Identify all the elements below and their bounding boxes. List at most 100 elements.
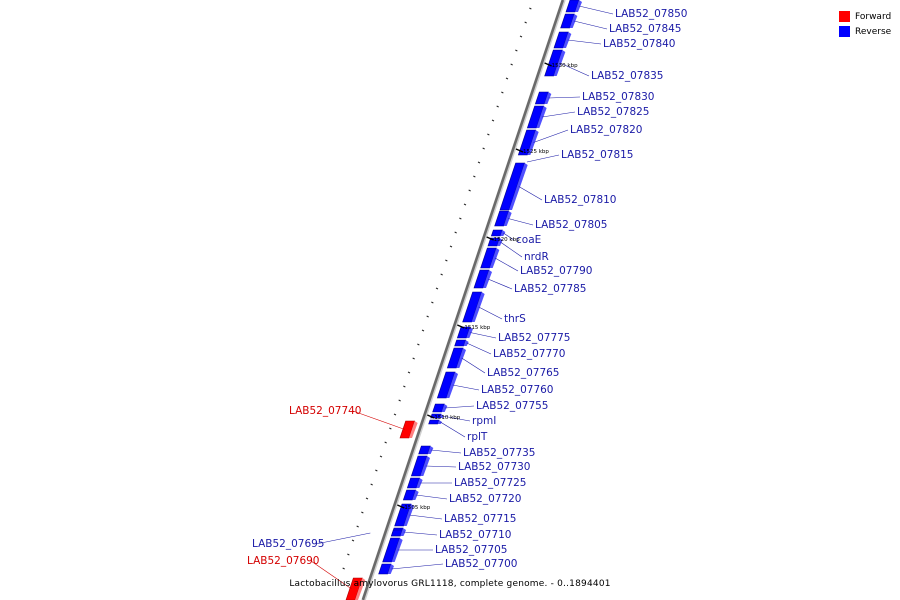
- orientation-mark: [407, 371, 411, 374]
- orientation-mark: [403, 385, 406, 388]
- gene-label: LAB52_07735: [463, 447, 536, 459]
- orientation-mark: [445, 259, 448, 262]
- leader-line: [466, 342, 492, 355]
- gene-label: LAB52_07720: [449, 493, 522, 505]
- leader-line: [461, 357, 486, 374]
- orientation-mark: [524, 21, 527, 24]
- leader-line: [541, 111, 576, 118]
- gene-block-shade: [466, 327, 473, 338]
- gene-label: rplT: [467, 431, 488, 443]
- orientation-mark: [477, 161, 481, 164]
- gene-label: LAB52_07775: [498, 332, 571, 344]
- gene-block-shade: [463, 340, 469, 346]
- scale-tick-label: 1520 kbp: [494, 237, 520, 243]
- orientation-mark: [379, 455, 383, 458]
- leader-line: [452, 384, 480, 391]
- gene-label: LAB52_07740: [289, 405, 362, 417]
- scale-tick-label: 1510 kbp: [434, 415, 460, 421]
- gene-label: LAB52_07820: [570, 124, 643, 136]
- leader-line: [500, 241, 523, 258]
- gene-block-shade: [527, 130, 539, 155]
- orientation-mark: [375, 469, 378, 472]
- scale-tick-label: 1525 kbp: [523, 149, 549, 155]
- leader-line: [518, 186, 543, 201]
- scale-ticks: 1530 kbp 1525 kbp 1520 kbp 1515 kbp 1510 kbp…: [397, 62, 578, 511]
- orientation-mark: [431, 301, 434, 304]
- scale-tick-label: 1505 kbp: [404, 505, 430, 511]
- leader-line: [409, 514, 443, 520]
- legend: Forward Reverse: [839, 9, 891, 39]
- leader-line: [310, 560, 352, 590]
- leader-line: [440, 421, 466, 438]
- orientation-mark: [342, 567, 345, 570]
- gene-block-shade: [441, 404, 448, 412]
- orientation-mark: [393, 413, 397, 416]
- leader-line: [508, 218, 534, 226]
- backbone-highlight: [364, 0, 566, 600]
- orientation-mark: [449, 245, 453, 248]
- scale-tick: [457, 324, 465, 329]
- legend-reverse: Reverse: [839, 24, 891, 39]
- orientation-mark: [440, 273, 443, 276]
- forward-swatch: [839, 11, 850, 22]
- leader-line: [578, 5, 614, 15]
- scale-tick-label: 1530 kbp: [552, 63, 578, 69]
- gene-label: coaE: [516, 234, 541, 246]
- gene-label: LAB52_07830: [582, 91, 655, 103]
- orientation-mark: [365, 497, 369, 500]
- gene-label: LAB52_07850: [615, 8, 688, 20]
- leader-line: [403, 531, 438, 536]
- gene-label: LAB52_07785: [514, 283, 587, 295]
- gene-block-shade: [416, 478, 423, 488]
- leader-line: [415, 494, 448, 500]
- orientation-mark: [529, 7, 532, 10]
- gene-label: LAB52_07840: [603, 38, 676, 50]
- gene-label: thrS: [504, 313, 526, 325]
- gene-block-shade: [575, 0, 582, 12]
- gene-block-shade: [409, 421, 418, 438]
- orientation-mark: [361, 511, 364, 514]
- gene-block-shade: [544, 92, 552, 104]
- scale-tick: [427, 414, 435, 419]
- gene-label: LAB52_07765: [487, 367, 560, 379]
- orientation-mark: [417, 343, 420, 346]
- gene-block-shade: [420, 456, 430, 476]
- orientation-mark: [435, 287, 439, 290]
- orientation-mark: [454, 231, 457, 234]
- orientation-mark: [510, 63, 513, 66]
- legend-forward: Forward: [839, 9, 891, 24]
- gene-label: LAB52_07760: [481, 384, 554, 396]
- leader-line: [487, 278, 513, 290]
- gene-block-shade: [446, 372, 458, 398]
- gene-label: LAB52_07810: [544, 194, 617, 206]
- leader-line: [548, 96, 581, 99]
- gene-block-shade: [553, 50, 566, 76]
- gene-block-shade: [355, 578, 366, 600]
- leader-line: [391, 563, 444, 570]
- gene-block-shade: [503, 211, 512, 226]
- orientation-mark: [468, 189, 471, 192]
- map-caption: Lactobacillus amylovorus GRL1118, comple…: [289, 579, 611, 589]
- gene-label: LAB52_07755: [476, 400, 549, 412]
- legend-forward-label: Forward: [855, 11, 892, 22]
- leader-line: [478, 306, 503, 320]
- orientation-mark: [487, 133, 490, 136]
- orientation-mark: [482, 147, 485, 150]
- gene-label: LAB52_07690: [247, 555, 320, 567]
- orientation-mark: [356, 525, 359, 528]
- gene-block-shade: [456, 348, 466, 368]
- gene-block-shade: [500, 230, 506, 236]
- scale-tick-label: 1515 kbp: [464, 325, 490, 331]
- leader-line: [526, 154, 560, 163]
- backbone-line: [361, 0, 565, 600]
- leader-line: [425, 465, 457, 468]
- gene-label: LAB52_07790: [520, 265, 593, 277]
- leader-line: [533, 129, 569, 143]
- gene-label: LAB52_07845: [609, 23, 682, 35]
- leader-line: [559, 62, 590, 77]
- orientation-mark: [370, 483, 373, 486]
- gene-block-shade: [483, 270, 492, 288]
- gene-block-shade: [403, 504, 414, 526]
- orientation-mark: [505, 77, 509, 80]
- reverse-swatch: [839, 26, 850, 37]
